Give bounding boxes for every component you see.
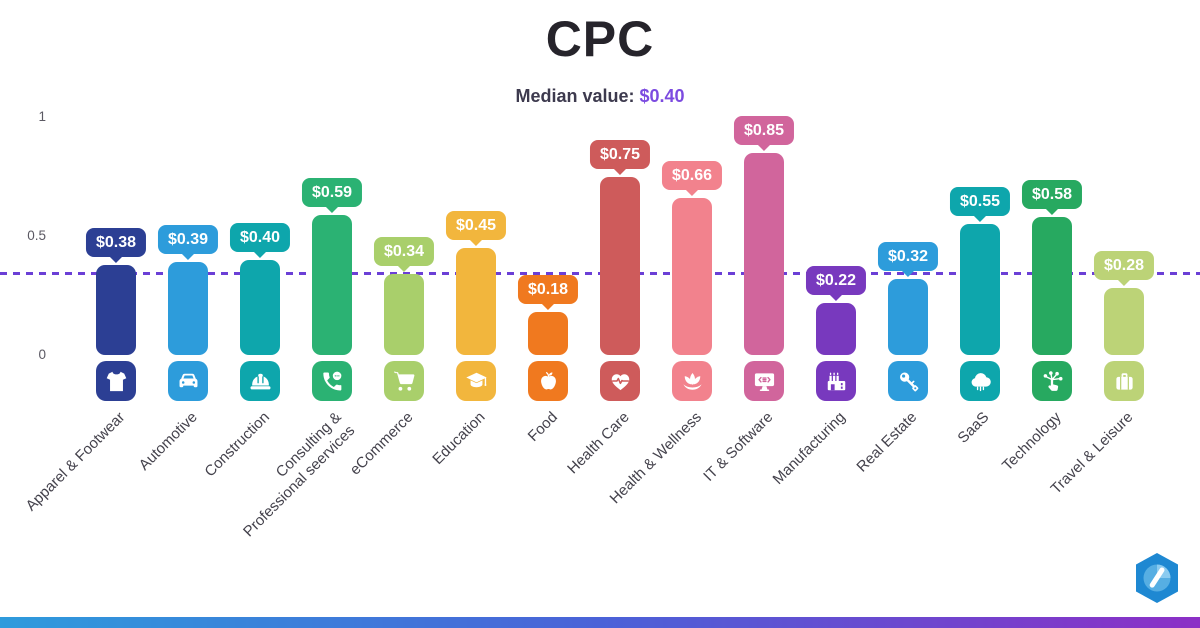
bar[interactable]	[528, 312, 568, 355]
value-label: $0.58	[1021, 179, 1083, 209]
bar-column-saas: $0.55 SaaS	[920, 0, 1040, 628]
category-label: Apparel & Footwear	[22, 408, 129, 515]
category-label: Technology	[999, 408, 1065, 475]
bar-column-health-wellness: $0.66 Health & Wellness	[606, 0, 752, 628]
category-label: Real Estate	[853, 408, 921, 476]
bar-column-real-estate: $0.32 Real Estate	[848, 0, 968, 628]
bar-column-health-care: $0.75 Health Care	[560, 0, 680, 628]
category-icon-tile	[312, 361, 352, 401]
bar-column-apparel-footwear: $0.38 Apparel & Footwear	[23, 0, 176, 628]
hexagon-pen-logo	[1136, 553, 1178, 603]
bar[interactable]	[456, 247, 496, 355]
value-label: $0.32	[877, 241, 939, 271]
value-label: $0.39	[157, 225, 219, 255]
bar-column-automotive: $0.39 Automotive	[128, 0, 248, 628]
bar[interactable]	[384, 274, 424, 355]
category-icon-tile	[1104, 361, 1144, 401]
value-label: $0.75	[589, 139, 651, 169]
category-label: Construction	[201, 408, 273, 481]
bar-column-technology: $0.58 Technology	[992, 0, 1112, 628]
category-label: IT & Software	[700, 408, 777, 485]
bar[interactable]	[960, 224, 1000, 355]
tshirt-icon	[106, 371, 126, 391]
hard-hat-icon	[250, 373, 270, 389]
category-label: SaaS	[954, 408, 993, 447]
category-icon-tile	[168, 361, 208, 401]
category-icon-tile	[240, 361, 280, 401]
bar[interactable]	[744, 152, 784, 355]
value-label: $0.28	[1093, 251, 1155, 281]
value-label: $0.85	[733, 115, 795, 145]
category-icon-tile	[600, 361, 640, 401]
bar-column-education: $0.45 Education	[416, 0, 536, 628]
bar-column-it-software: $0.85 IT & Software	[701, 0, 824, 628]
monitor-code-icon	[754, 372, 774, 391]
category-icon-tile	[384, 361, 424, 401]
category-label: Food	[524, 408, 561, 445]
value-label: $0.22	[805, 265, 867, 295]
category-label: Manufacturing	[769, 408, 849, 488]
bar[interactable]	[888, 278, 928, 355]
y-tick: 0	[38, 347, 46, 362]
cloud-icon	[971, 372, 991, 391]
category-label: Education	[429, 408, 489, 468]
apple-icon	[540, 371, 556, 389]
value-label: $0.55	[949, 187, 1011, 217]
category-label: eCommerce	[346, 408, 417, 479]
category-icon-tile	[672, 361, 712, 401]
chart-subtitle: Median value: $0.40	[0, 86, 1200, 107]
value-label: $0.40	[229, 222, 291, 252]
graduation-cap-icon	[465, 372, 487, 387]
network-click-icon	[1043, 370, 1062, 391]
category-icon-tile	[1032, 361, 1072, 401]
bar[interactable]	[312, 214, 352, 355]
shopping-cart-icon	[393, 370, 414, 391]
bar-column-consulting-professional-seervices: $0.59 Consulting & Professional seervice…	[240, 0, 392, 628]
category-label: Health Care	[564, 408, 633, 478]
category-icon-tile	[96, 361, 136, 401]
bar[interactable]	[1032, 216, 1072, 355]
chart-title: CPC	[545, 11, 655, 67]
bar-column-construction: $0.40 Construction	[200, 0, 320, 628]
suitcase-icon	[1115, 372, 1133, 390]
category-icon-tile	[888, 361, 928, 401]
bar[interactable]	[96, 264, 136, 355]
median-label: Median value:	[515, 86, 635, 106]
category-icon-tile	[816, 361, 856, 401]
bar[interactable]	[168, 262, 208, 355]
bar[interactable]	[240, 259, 280, 355]
value-label: $0.34	[373, 237, 435, 267]
median-value: $0.40	[639, 86, 685, 106]
bar-column-ecommerce: $0.34 eCommerce	[344, 0, 464, 628]
bar[interactable]	[1104, 288, 1144, 355]
value-label: $0.59	[301, 177, 363, 207]
value-label: $0.45	[445, 210, 507, 240]
bar[interactable]	[816, 302, 856, 355]
category-label: Automotive	[135, 408, 201, 474]
bar-column-travel-leisure: $0.28 Travel & Leisure	[1048, 0, 1184, 628]
category-icon-tile	[960, 361, 1000, 401]
value-label: $0.38	[85, 227, 147, 257]
bar-column-food: $0.18 Food	[488, 0, 608, 628]
value-label: $0.18	[517, 275, 579, 305]
bar-column-manufacturing: $0.22 Manufacturing	[769, 0, 896, 628]
y-tick: 0.5	[27, 228, 46, 243]
bar[interactable]	[600, 176, 640, 355]
category-icon-tile	[528, 361, 568, 401]
y-tick: 1	[38, 109, 46, 124]
phone-chat-icon	[322, 371, 341, 390]
value-label: $0.66	[661, 160, 723, 190]
lotus-icon	[682, 372, 702, 390]
category-icon-tile	[456, 361, 496, 401]
heart-pulse-icon	[611, 373, 629, 390]
footer-gradient-bar	[0, 617, 1200, 628]
bar[interactable]	[672, 197, 712, 355]
key-icon	[899, 372, 918, 391]
car-icon	[179, 373, 197, 387]
category-icon-tile	[744, 361, 784, 401]
factory-icon	[827, 372, 845, 390]
